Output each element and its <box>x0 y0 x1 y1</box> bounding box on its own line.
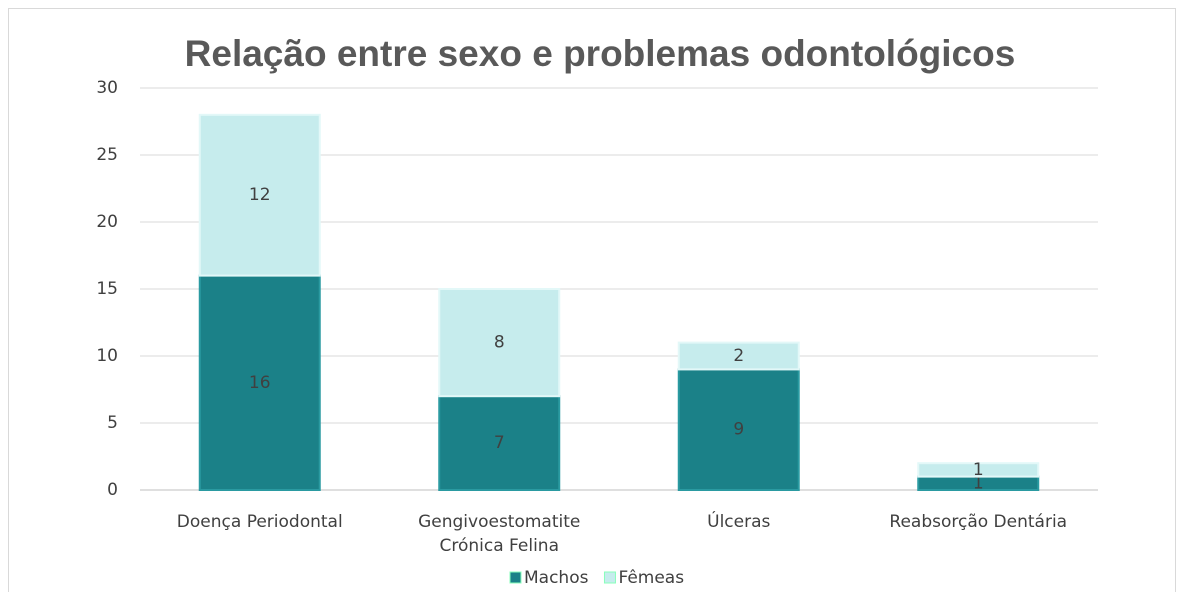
y-tick-label: 15 <box>96 279 118 299</box>
legend-label: Fêmeas <box>618 568 684 588</box>
chart-frame <box>8 8 1176 592</box>
data-label: 12 <box>249 185 271 205</box>
legend-swatch <box>603 571 616 584</box>
y-tick-label: 25 <box>96 145 118 165</box>
y-tick-label: 5 <box>107 413 118 433</box>
y-tick-label: 10 <box>96 346 118 366</box>
y-tick-label: 0 <box>107 480 118 500</box>
x-tick-label: Reabsorção Dentária <box>889 512 1067 532</box>
data-label: 1 <box>973 460 984 480</box>
legend-swatch <box>509 571 522 584</box>
data-label: 7 <box>494 433 505 453</box>
legend-label: Machos <box>524 568 589 588</box>
bar-segment <box>917 462 1040 478</box>
data-label: 2 <box>733 346 744 366</box>
data-label: 1 <box>973 473 984 493</box>
bar-segment <box>677 341 800 371</box>
bar-segment <box>677 368 800 491</box>
data-label: 9 <box>733 420 744 440</box>
x-tick-label: Doença Periodontal <box>177 512 343 532</box>
y-tick-label: 20 <box>96 212 118 232</box>
x-tick-label: Gengivoestomatite Crónica Felina <box>418 512 580 556</box>
bar-segment <box>198 113 321 277</box>
y-tick-label: 30 <box>96 78 118 98</box>
x-tick-label: Úlceras <box>707 510 770 532</box>
data-label: 8 <box>494 333 505 353</box>
chart-title: Relação entre sexo e problemas odontológ… <box>185 33 1016 74</box>
bar-segment <box>438 288 561 398</box>
bar-segment <box>198 274 321 491</box>
data-label: 16 <box>249 373 271 393</box>
